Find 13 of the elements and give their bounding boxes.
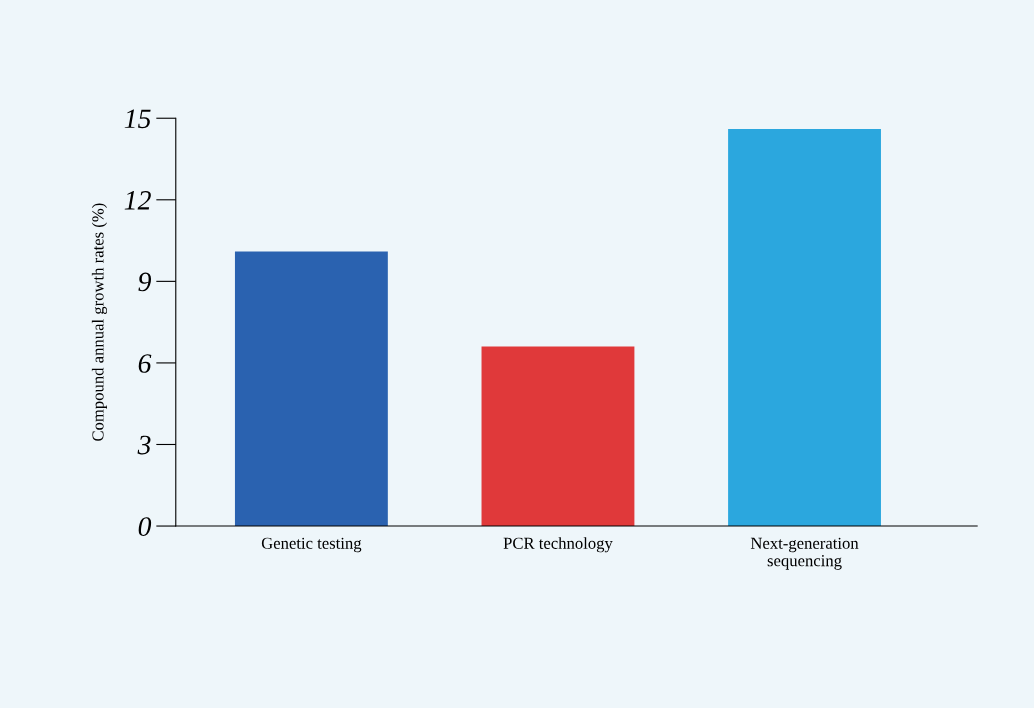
bar [728, 129, 881, 527]
bar [234, 251, 388, 527]
x-tick-label: Next-generation sequencing [750, 537, 859, 570]
y-tick-label: 6 [138, 354, 152, 373]
y-tick-label: 0 [138, 517, 152, 536]
bar [481, 346, 635, 527]
y-tick-label: 9 [138, 272, 152, 292]
y-tick-label: 15 [124, 109, 151, 129]
x-tick-label: PCR technology [503, 537, 613, 553]
x-tick-label: Genetic testing [261, 537, 362, 553]
y-tick-label: 12 [124, 191, 151, 210]
y-tick-label: 3 [137, 435, 151, 455]
y-axis-title: Compound annual growth rates (%) [91, 203, 108, 441]
